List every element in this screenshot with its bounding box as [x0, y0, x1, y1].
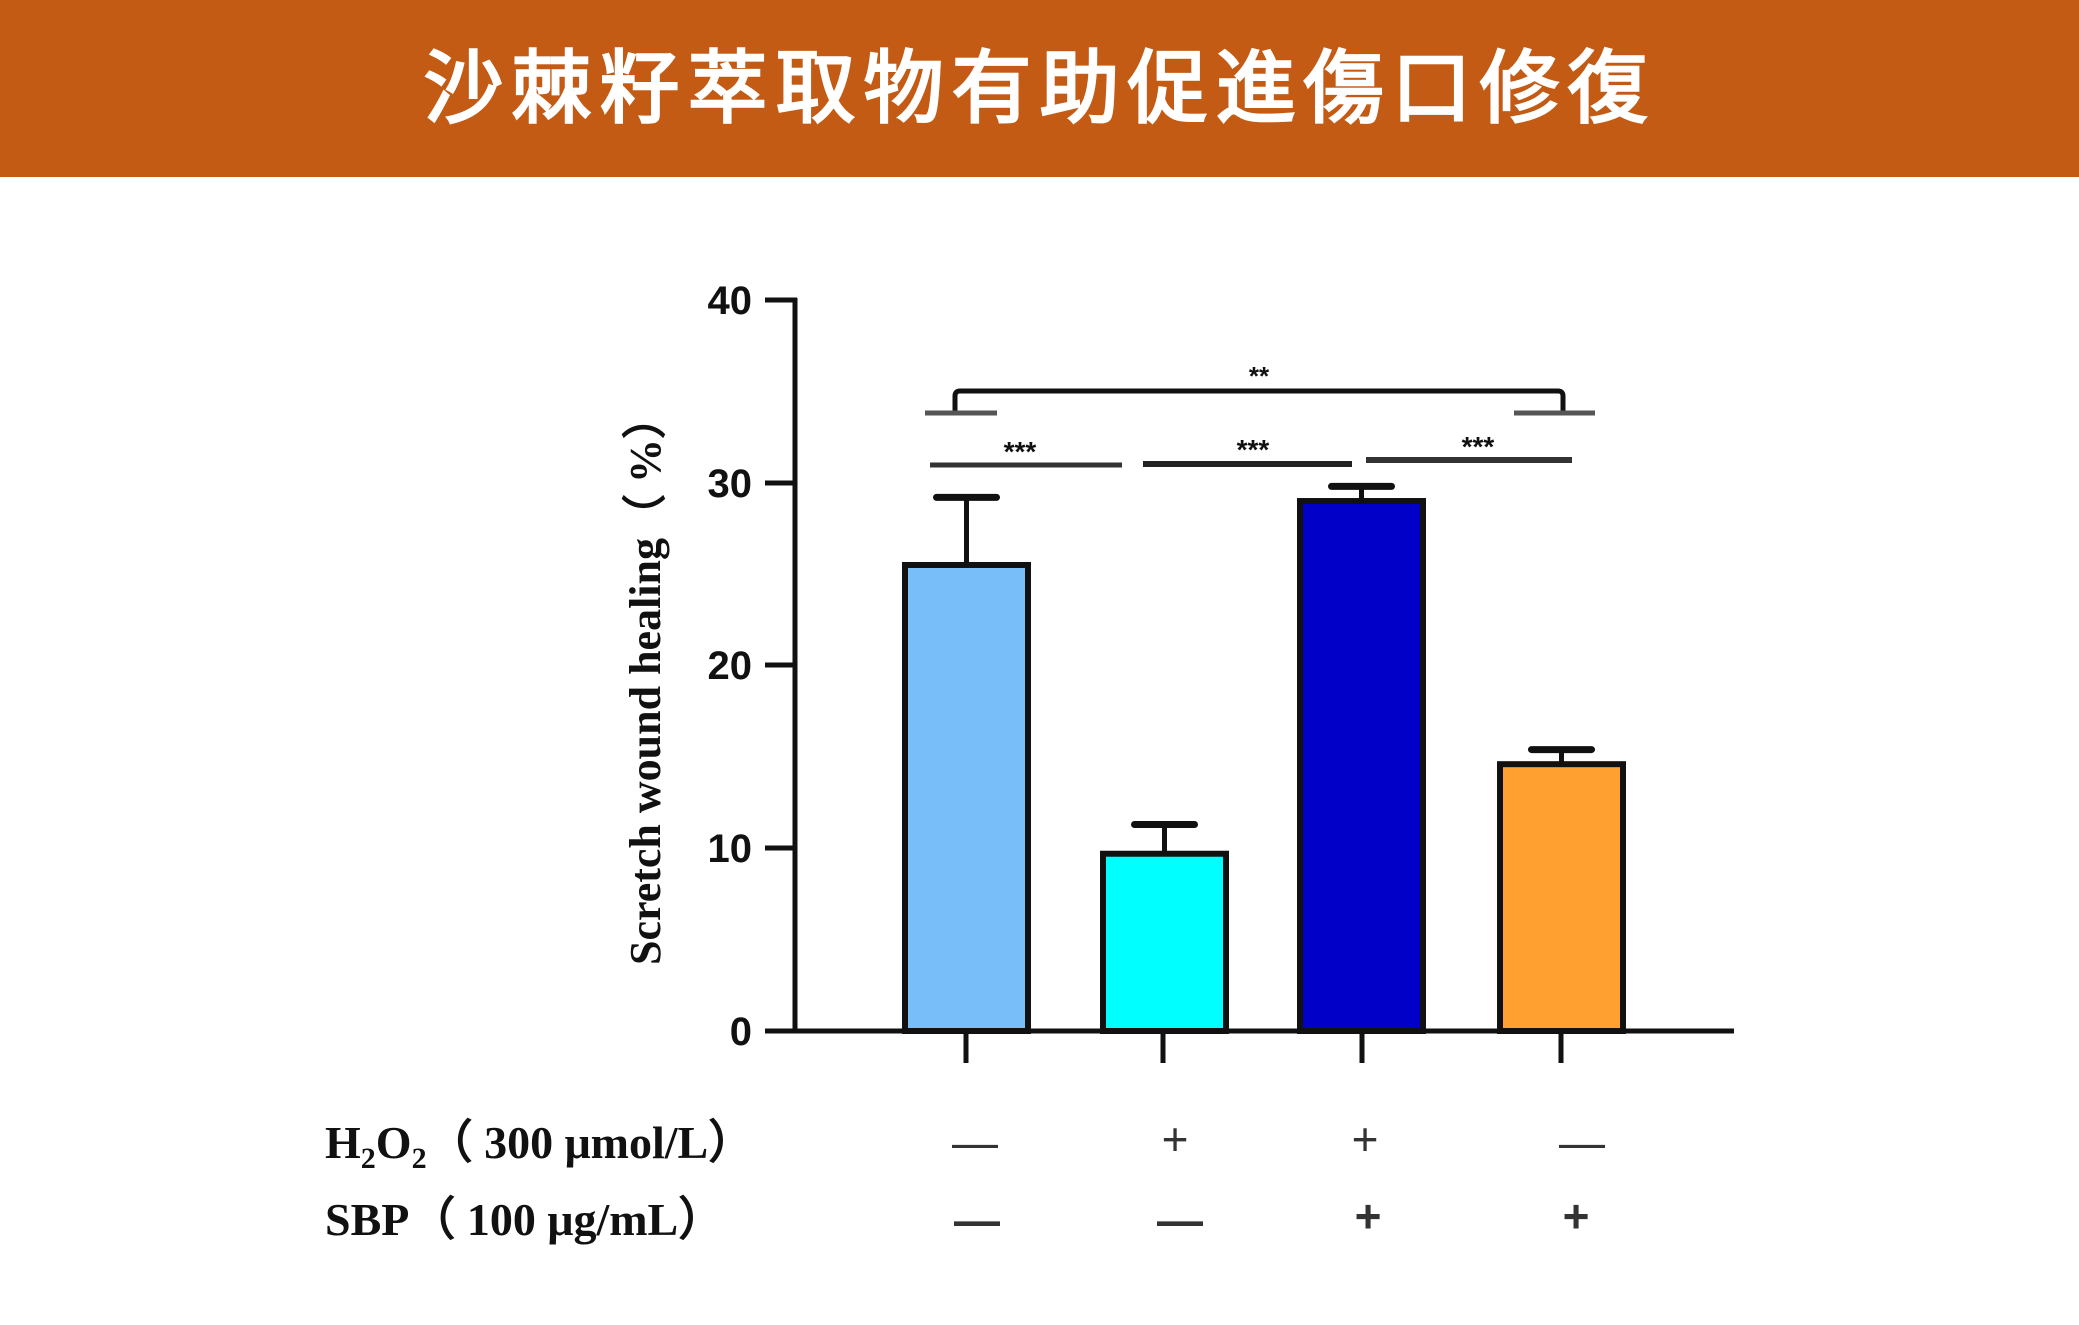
svg-text:30: 30 — [708, 462, 753, 506]
sbp-symbol-1: — — [954, 1194, 1000, 1246]
page-title: 沙棘籽萃取物有助促進傷口修復 — [423, 41, 1656, 135]
bar-rect — [902, 561, 1031, 1034]
svg-text:40: 40 — [708, 279, 753, 323]
svg-text:10: 10 — [708, 827, 753, 871]
bars — [902, 482, 1626, 1034]
treatment-row-h2o2: H2O2（ 300 μmol/L） — + + — — [325, 1113, 1605, 1175]
significance-bracket-1-4 — [925, 388, 1595, 416]
h2o2-symbol-1: — — [952, 1116, 998, 1168]
y-axis — [765, 297, 798, 1034]
significance-markers: ** *** *** *** — [925, 361, 1595, 468]
bar-rect — [1297, 498, 1426, 1034]
h2o2-symbol-3: + — [1352, 1113, 1379, 1165]
bar-2 — [1100, 820, 1229, 1034]
y-axis-title: Scretch wound healing（ %） — [621, 395, 670, 965]
significance-label-1-2: *** — [1004, 436, 1037, 467]
bar-4 — [1497, 746, 1626, 1034]
significance-label-2-3: *** — [1237, 434, 1270, 465]
h2o2-row-label: H2O2（ 300 μmol/L） — [325, 1117, 754, 1175]
sbp-row-label: SBP（ 100 μg/mL） — [325, 1194, 724, 1245]
bar-rect — [1497, 761, 1626, 1034]
svg-text:0: 0 — [730, 1010, 752, 1054]
bar-1 — [902, 493, 1031, 1034]
y-tick-labels: 40 30 20 10 0 — [708, 279, 753, 1054]
bar-3 — [1297, 482, 1426, 1034]
title-banner: 沙棘籽萃取物有助促進傷口修復 — [0, 0, 2079, 177]
sbp-symbol-4: + — [1563, 1190, 1590, 1242]
sbp-symbol-3: + — [1355, 1190, 1382, 1242]
significance-label-3-4: *** — [1462, 431, 1495, 462]
h2o2-symbol-2: + — [1162, 1113, 1189, 1165]
sbp-symbol-2: — — [1157, 1194, 1203, 1246]
bar-rect — [1100, 850, 1229, 1034]
x-axis — [793, 1028, 1734, 1063]
svg-text:20: 20 — [708, 644, 753, 688]
h2o2-symbol-4: — — [1559, 1116, 1605, 1168]
significance-label-1-4: ** — [1249, 361, 1270, 391]
treatment-row-sbp: SBP（ 100 μg/mL） — — + + — [325, 1190, 1589, 1246]
